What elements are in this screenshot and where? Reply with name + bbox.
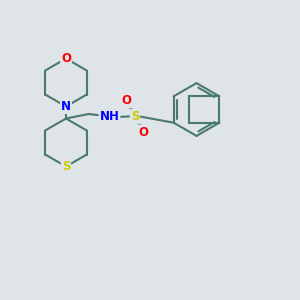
Text: O: O — [122, 94, 132, 107]
Text: O: O — [61, 52, 71, 65]
Text: N: N — [61, 100, 71, 113]
Text: NH: NH — [100, 110, 119, 124]
Text: S: S — [62, 160, 70, 173]
Text: O: O — [138, 125, 148, 139]
Text: S: S — [131, 110, 139, 123]
